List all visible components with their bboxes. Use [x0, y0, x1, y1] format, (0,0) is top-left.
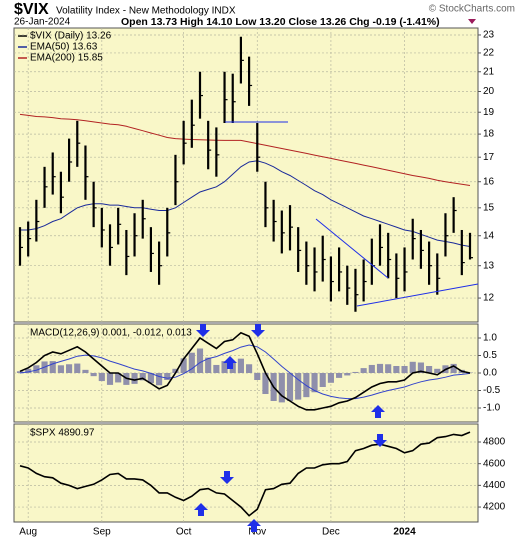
histogram-bar [262, 373, 269, 394]
histogram-bar [98, 373, 105, 382]
y-tick-label: 13 [483, 260, 495, 271]
y-tick-label: 21 [483, 66, 495, 77]
histogram-bar [156, 373, 163, 386]
histogram-bar [25, 368, 32, 373]
trendline [356, 283, 479, 307]
histogram-bar [360, 368, 367, 373]
histogram-bar [278, 373, 285, 403]
histogram-bar [16, 371, 24, 373]
histogram-bar [172, 368, 179, 373]
legend-entry: EMA(50) 13.63 [30, 42, 98, 53]
x-tick-label: Oct [176, 527, 192, 538]
histogram-bar [213, 364, 220, 373]
histogram-bar [164, 373, 171, 380]
down-marker [468, 19, 476, 24]
histogram-bar [106, 373, 114, 385]
histogram-bar [33, 365, 40, 373]
x-tick-label: Nov [248, 527, 266, 538]
histogram-bar [376, 363, 384, 373]
histogram-bar [426, 366, 433, 373]
histogram-bar [131, 373, 138, 384]
x-tick-label: Sep [93, 527, 111, 538]
y-tick-label: 16 [483, 176, 495, 187]
histogram-bar [205, 357, 212, 373]
histogram-bar [115, 373, 122, 383]
y-tick-label: 17 [483, 152, 495, 163]
ema-line [20, 160, 471, 247]
macd-line [19, 331, 471, 411]
histogram-bar [295, 373, 302, 400]
histogram-bar [434, 368, 441, 373]
legend-entry: EMA(200) 15.85 [30, 53, 103, 64]
histogram-bar [401, 366, 408, 373]
y-tick-label: 4600 [483, 458, 506, 469]
y-tick-label: 18 [483, 129, 495, 140]
spx-title: $SPX 4890.97 [30, 428, 95, 439]
histogram-bar [311, 373, 318, 393]
macd-title: MACD(12,26,9) 0.001, -0.012, 0.013 [30, 328, 192, 339]
histogram-bar [254, 373, 261, 380]
y-tick-label: 22 [483, 48, 495, 59]
y-tick-label: 4800 [483, 437, 506, 448]
x-tick-label: 2024 [393, 527, 416, 538]
y-tick-label: 0.5 [483, 350, 497, 361]
histogram-bar [188, 352, 195, 373]
x-tick-label: Dec [322, 527, 340, 538]
macd-line [19, 344, 471, 400]
quote: Open 13.73 High 14.10 Low 13.20 Close 13… [121, 16, 440, 28]
y-tick-label: 4400 [483, 480, 506, 491]
date: 26-Jan-2024 [14, 17, 71, 28]
histogram-bar [49, 361, 56, 373]
histogram-bar [450, 363, 457, 373]
x-tick-label: Aug [19, 527, 37, 538]
histogram-bar [417, 362, 424, 373]
histogram-bar [327, 373, 334, 383]
spx-panel [13, 423, 479, 523]
histogram-bar [368, 364, 375, 373]
watermark: © StockCharts.com [429, 4, 515, 15]
histogram-bar [319, 373, 326, 387]
price-line [19, 431, 471, 517]
y-tick-label: 12 [483, 293, 495, 304]
price-legend: $VIX (Daily) 13.26 [30, 31, 112, 42]
y-tick-label: 14 [483, 230, 495, 241]
histogram-bar [409, 361, 416, 373]
histogram-bar [74, 363, 81, 373]
histogram-bar [393, 366, 400, 373]
y-tick-label: -1.0 [483, 403, 501, 414]
y-tick-label: 0.0 [483, 368, 497, 379]
histogram-bar [180, 358, 187, 373]
histogram-bar [221, 361, 228, 373]
histogram-bar [82, 369, 89, 373]
histogram-bar [352, 371, 359, 373]
price-panel [13, 27, 479, 323]
y-tick-label: 1.0 [483, 333, 497, 344]
ema-line [19, 113, 471, 186]
plot-layer: 12 13 14 15 16 17 18 19 20 21 22 23 1.0 0.5 0.0 -0.5 -1.… [14, 28, 506, 538]
histogram-bar [336, 373, 343, 378]
y-tick-label: 4200 [483, 502, 506, 513]
y-tick-label: 20 [483, 86, 495, 97]
histogram-bar [246, 364, 253, 373]
chart-title: $VIX [14, 1, 49, 18]
y-tick-label: -0.5 [483, 385, 501, 396]
y-tick-label: 23 [483, 30, 495, 41]
histogram-bar [90, 373, 97, 377]
histogram-bar [196, 348, 204, 373]
y-tick-label: 15 [483, 202, 495, 213]
histogram-bar [66, 364, 73, 373]
trendline [315, 218, 389, 279]
histogram-bar [286, 373, 294, 401]
chart-subtitle: Volatility Index - New Methodology INDX [56, 6, 236, 17]
y-tick-label: 19 [483, 107, 495, 118]
histogram-bar [57, 365, 64, 373]
histogram-bar [139, 373, 146, 381]
histogram-bar [385, 364, 392, 373]
histogram-bar [147, 373, 154, 384]
histogram-bar [237, 358, 244, 373]
histogram-bar [344, 373, 351, 376]
